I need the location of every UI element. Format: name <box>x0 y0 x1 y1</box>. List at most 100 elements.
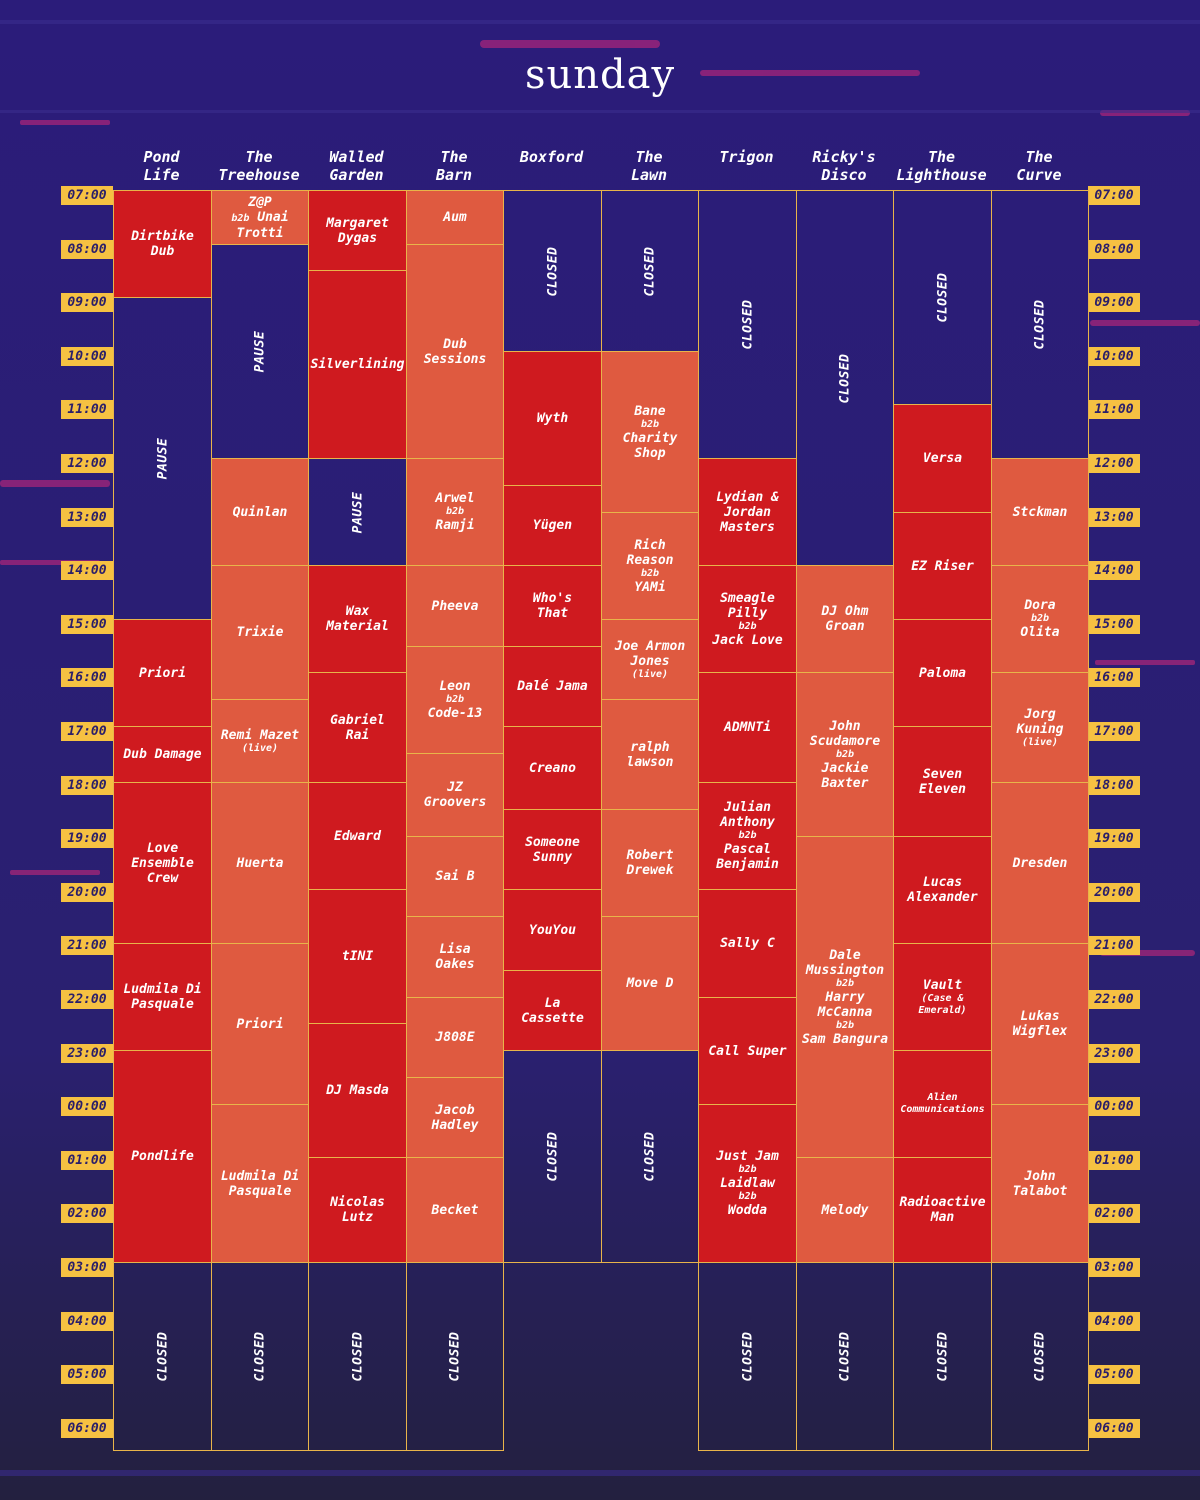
slot-text: PAUSE <box>142 438 184 480</box>
slot-text: La Cassette <box>521 996 584 1026</box>
time-label-right: 19:00 <box>1088 829 1140 849</box>
set-slot: Aum <box>406 190 504 245</box>
time-label-left: 20:00 <box>61 882 113 902</box>
set-slot: Trixie <box>211 565 309 700</box>
b2b-label: b2b <box>738 620 757 632</box>
time-label-right: 20:00 <box>1088 882 1140 902</box>
artist-name: Ensemble <box>131 855 194 871</box>
artist-name: Masters <box>720 519 775 535</box>
slot-status-label: PAUSE <box>252 330 268 373</box>
artist-name: La <box>544 995 561 1011</box>
venue-name-line: The <box>927 148 956 166</box>
artist-name: Paloma <box>919 665 966 681</box>
slot-text: Lydian & Jordan Masters <box>716 490 779 535</box>
artist-name: Anthony <box>720 815 775 830</box>
time-label-right: 01:00 <box>1088 1150 1140 1170</box>
artist-name: Joe Armon <box>614 638 686 654</box>
artist-name: Drewek <box>626 863 674 878</box>
slot-text: Quinlan <box>233 505 288 520</box>
slot-text: CLOSED <box>625 246 675 296</box>
artist-name: Crew <box>146 870 179 886</box>
time-label-right: 15:00 <box>1088 614 1140 634</box>
artist-name: Ludmila Di <box>123 982 202 997</box>
slot-text: Julian Anthony b2b Pascal Benjamin <box>716 800 779 872</box>
artist-name: Olita <box>1020 625 1060 640</box>
b2b-label: b2b <box>738 1191 757 1202</box>
set-slot: Edward <box>308 782 407 890</box>
time-label-right: 10:00 <box>1088 346 1140 366</box>
slot-text: DJ Masda <box>326 1083 389 1098</box>
artist-name: Who's <box>532 591 573 606</box>
artist-name: Groovers <box>423 795 487 810</box>
venue-header: The Lawn <box>601 148 698 184</box>
time-label-right: 07:00 <box>1088 186 1140 205</box>
day-title: sunday <box>524 52 676 98</box>
set-note: Emerald) <box>918 1004 967 1016</box>
time-label-left: 10:00 <box>61 346 113 366</box>
artist-name: Jorg <box>1024 706 1056 722</box>
slot-text: CLOSED <box>333 1332 383 1382</box>
time-label-left: 05:00 <box>61 1365 113 1385</box>
closed-slot: CLOSED <box>698 190 797 459</box>
slot-text: Robert Drewek <box>627 848 674 878</box>
slot-text: CLOSED <box>138 1332 188 1382</box>
artist-name: Pascal <box>724 842 771 857</box>
slot-text: Dora b2b Olita <box>1020 598 1059 640</box>
set-slot: Ludmila Di Pasquale <box>211 1104 309 1263</box>
artist-name: Cassette <box>521 1010 584 1026</box>
venue-name-line: Pond <box>143 148 180 166</box>
venue-name-line: Treehouse <box>218 166 300 184</box>
artist-name: McCanna <box>817 1004 873 1020</box>
artist-name: Pheeva <box>431 598 479 614</box>
time-label-right: 06:00 <box>1088 1418 1140 1438</box>
closed-slot: CLOSED <box>991 1262 1089 1451</box>
artist-name: ralph <box>630 739 670 755</box>
slot-text: Dale Mussington b2b Harry McCanna b2b Sam Bang… <box>802 948 888 1047</box>
slot-text: Call Super <box>708 1044 786 1059</box>
set-slot: Someone Sunny <box>503 809 602 890</box>
time-label-left: 14:00 <box>61 561 113 581</box>
artist-name: Communications <box>900 1104 985 1115</box>
set-slot: Just Jam b2b Laidlaw b2b Wodda <box>698 1104 797 1263</box>
artist-name: Dale <box>829 947 861 963</box>
set-slot: Huerta <box>211 782 309 944</box>
closed-slot: CLOSED <box>796 1262 894 1451</box>
time-label-left: 07:00 <box>61 186 113 205</box>
time-label-right: 04:00 <box>1088 1311 1140 1331</box>
time-label-left: 00:00 <box>61 1097 113 1117</box>
artist-name: tINI <box>341 949 374 964</box>
artist-name: Jones <box>630 653 670 669</box>
slot-status-label: CLOSED <box>350 1331 365 1382</box>
set-slot: Dalé Jama <box>503 646 602 727</box>
slot-text: Radioactive Man <box>899 1195 985 1225</box>
artist-name: Margaret <box>326 215 389 231</box>
set-slot: Dale Mussington b2b Harry McCanna b2b Sam Bang… <box>796 836 894 1158</box>
slot-status-label: CLOSED <box>837 353 853 403</box>
time-label-right: 22:00 <box>1088 990 1140 1009</box>
set-slot: Melody <box>796 1157 894 1263</box>
set-slot: La Cassette <box>503 970 602 1051</box>
artist-name: Wigflex <box>1012 1024 1068 1039</box>
set-slot: DJ Ohm Groan <box>796 565 894 673</box>
set-slot: Nicolas Lutz <box>308 1157 407 1263</box>
slot-text: Love Ensemble Crew <box>131 841 194 886</box>
artist-name: Benjamin <box>716 857 779 872</box>
slot-text: Gabriel Rai <box>330 713 385 743</box>
venue-name-line: Trigon <box>719 148 774 166</box>
slot-text: CLOSED <box>1015 300 1065 350</box>
slot-text: Priori <box>237 1017 284 1032</box>
slot-text: Pheeva <box>432 599 479 614</box>
artist-name: Gabriel <box>330 712 385 728</box>
set-slot: Lukas Wigflex <box>991 943 1089 1105</box>
time-label-right: 02:00 <box>1088 1204 1140 1224</box>
closed-slot: CLOSED <box>113 1262 212 1451</box>
set-slot: Paloma <box>893 619 992 727</box>
set-slot: Wax Material <box>308 565 407 673</box>
venue-name-line: The <box>245 148 273 166</box>
slot-text: Dub Damage <box>123 747 201 762</box>
artist-name: Priori <box>236 1016 284 1032</box>
slot-text: Dirtbike Dub <box>131 229 194 259</box>
time-label-right: 14:00 <box>1088 561 1140 581</box>
b2b-label: b2b <box>445 506 465 517</box>
artist-name: Trotti <box>236 225 284 241</box>
